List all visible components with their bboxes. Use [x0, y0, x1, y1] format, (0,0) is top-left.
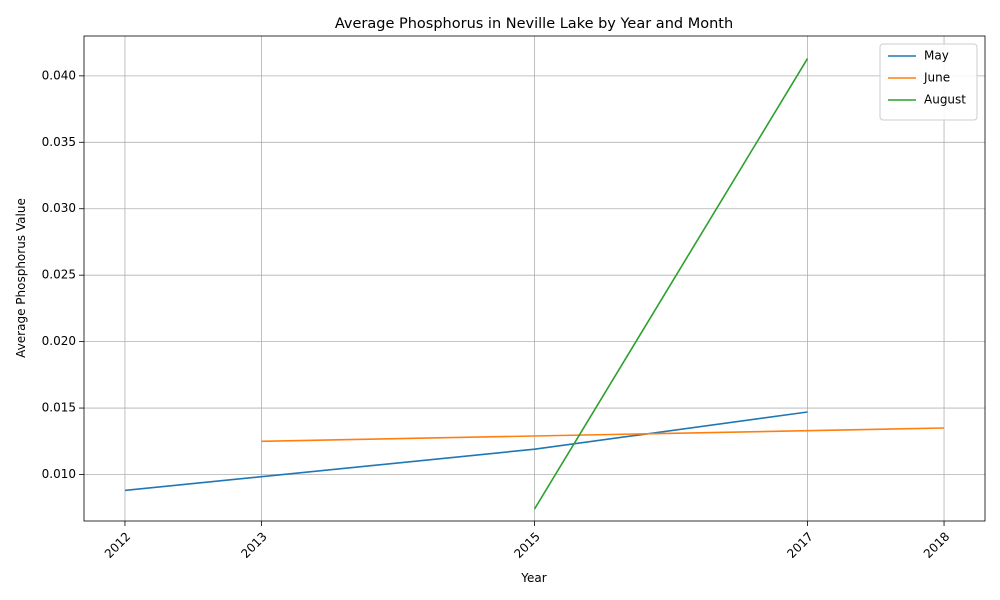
y-tick-label: 0.030 — [42, 201, 76, 215]
y-tick-label: 0.010 — [42, 467, 76, 481]
x-tick-label: 2017 — [784, 529, 815, 560]
y-tick-label: 0.015 — [42, 401, 76, 415]
x-tick-label: 2018 — [921, 529, 952, 560]
grid — [84, 36, 985, 521]
x-tick-label: 2015 — [511, 529, 542, 560]
x-axis-title: Year — [520, 571, 546, 585]
y-tick-label: 0.025 — [42, 268, 76, 282]
x-tick-label: 2013 — [238, 529, 269, 560]
legend-label: August — [924, 93, 966, 107]
x-tick-label: 2012 — [102, 529, 133, 560]
y-tick-label: 0.035 — [42, 135, 76, 149]
y-tick-label: 0.020 — [42, 334, 76, 348]
series-lines — [124, 58, 945, 510]
series-line-may — [124, 411, 808, 492]
legend-label: May — [924, 49, 949, 63]
legend-box — [879, 43, 978, 121]
y-axis-title: Average Phosphorus Value — [14, 198, 28, 358]
series-line-august — [533, 58, 809, 510]
y-axis-ticks: 0.010 0.015 0.020 0.025 0.030 0.035 0.040 — [42, 68, 84, 481]
legend-label: June — [923, 71, 950, 85]
legend: May June August — [879, 43, 978, 121]
y-tick-label: 0.040 — [42, 68, 76, 82]
chart-title: Average Phosphorus in Neville Lake by Ye… — [335, 16, 733, 32]
x-axis-ticks: 2012 2013 2015 2017 2018 — [102, 521, 952, 561]
series-line-june — [261, 427, 945, 443]
